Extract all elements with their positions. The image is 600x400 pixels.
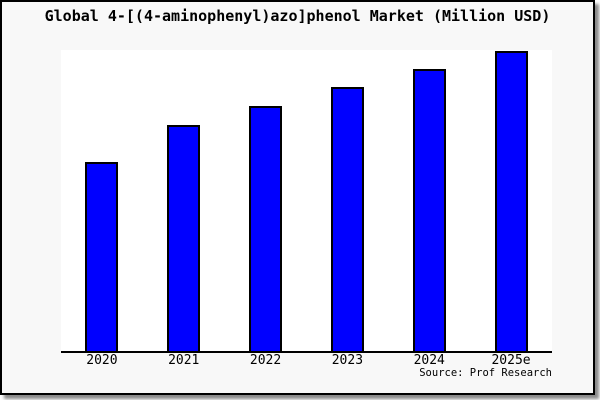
x-tick-2020: 2020 [86, 353, 118, 368]
chart-title: Global 4-[(4-aminophenyl)azo]phenol Mark… [44, 7, 551, 25]
x-tick-2021: 2021 [168, 353, 200, 368]
bar-2020 [85, 162, 119, 351]
bars-container [61, 50, 552, 351]
x-tick-2024: 2024 [413, 353, 445, 368]
bar-2023 [330, 87, 364, 351]
plot-area [61, 50, 552, 353]
bar-2021 [167, 125, 201, 351]
bar-slot [306, 50, 388, 351]
bar-2022 [249, 106, 283, 351]
bar-2025e [494, 51, 528, 351]
bar-slot [143, 50, 225, 351]
bar-2024 [412, 69, 446, 351]
bar-slot [61, 50, 143, 351]
bar-slot [225, 50, 307, 351]
bar-slot [388, 50, 470, 351]
x-tick-2025e: 2025e [491, 353, 531, 368]
x-tick-2022: 2022 [249, 353, 282, 368]
x-axis-tick-labels: 2020 2021 2022 2023 2024 2025e [61, 354, 552, 368]
chart-frame: Global 4-[(4-aminophenyl)azo]phenol Mark… [0, 0, 595, 395]
x-tick-2023: 2023 [331, 353, 364, 368]
source-caption: Source: Prof Research [419, 367, 552, 379]
bar-slot [470, 50, 552, 351]
